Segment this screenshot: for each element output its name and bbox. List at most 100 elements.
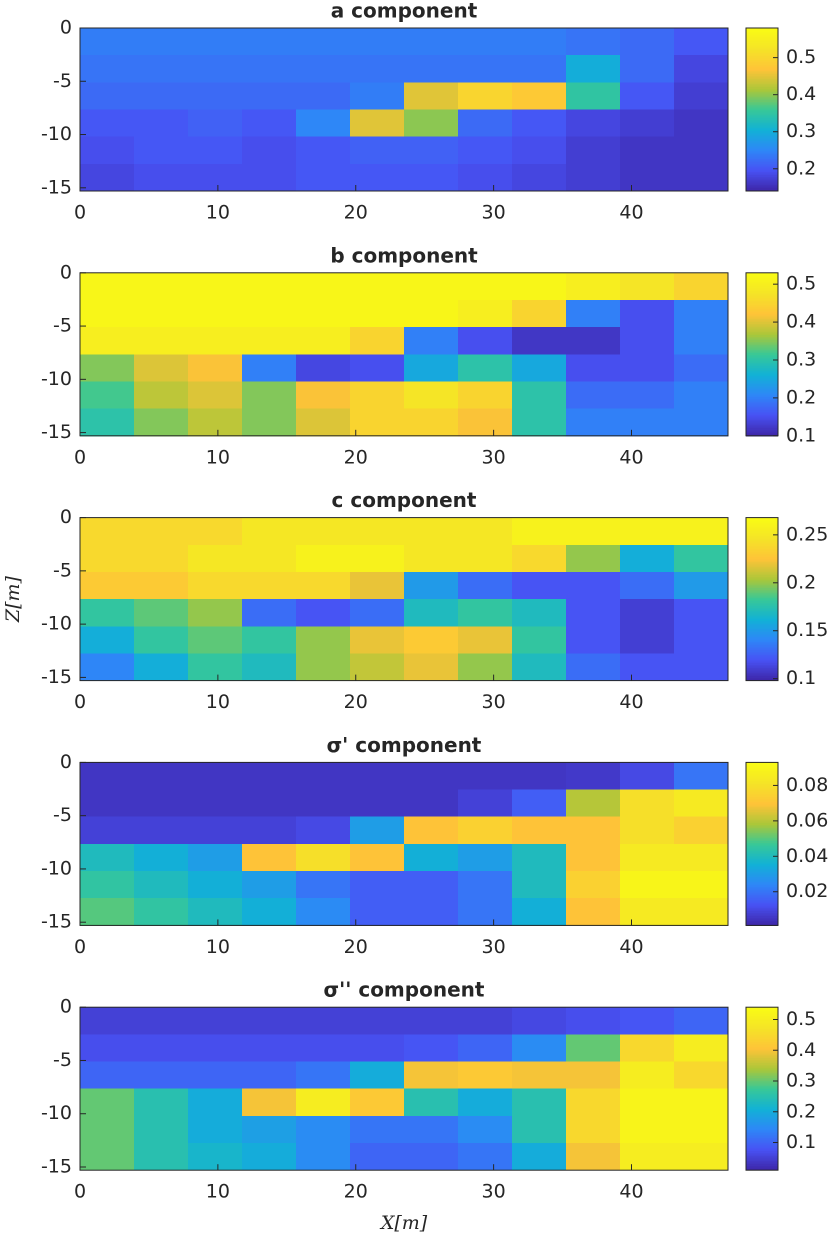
colorbar-step: [746, 32, 778, 36]
heat-cell: [566, 1115, 621, 1144]
colorbar-step: [746, 98, 778, 101]
colorbar-step: [746, 553, 778, 556]
heat-cell: [134, 299, 189, 328]
heat-cell: [458, 843, 513, 872]
colorbar-step: [746, 409, 778, 412]
colorbar-step: [746, 1157, 778, 1160]
heat-cell: [188, 1088, 243, 1117]
y-tick-label: 0: [60, 17, 72, 39]
colorbar-step: [746, 618, 778, 621]
x-tick-label: 0: [74, 202, 86, 224]
colorbar-step: [746, 386, 778, 390]
heat-cell: [296, 136, 351, 165]
colorbar-step: [746, 352, 778, 355]
colorbar-step: [746, 1106, 778, 1109]
colorbar-step: [746, 861, 778, 864]
heat-cell: [404, 789, 459, 818]
colorbar-step: [746, 94, 778, 97]
colorbar-step: [746, 173, 778, 176]
colorbar-step: [746, 416, 778, 419]
heat-cell: [296, 299, 351, 328]
heat-cell: [566, 354, 621, 382]
heat-cell: [188, 517, 243, 546]
heat-cell: [296, 1007, 351, 1035]
colorbar-step: [746, 542, 778, 545]
colorbar-step: [746, 586, 778, 589]
heat-cell: [296, 272, 351, 301]
colorbar-step: [746, 347, 778, 350]
heat-cell: [350, 571, 405, 600]
colorbar-step: [746, 360, 778, 363]
heat-cell: [134, 789, 189, 818]
colorbar-step: [746, 153, 778, 156]
colorbar-step: [746, 641, 778, 644]
colorbar-step: [746, 783, 778, 786]
y-tick-label: -15: [41, 666, 72, 688]
colorbar-step: [746, 65, 778, 68]
colorbar-step: [746, 1158, 778, 1161]
colorbar-step: [746, 811, 778, 814]
colorbar-step: [746, 803, 778, 806]
colorbar-step: [746, 1026, 778, 1029]
heat-cell: [512, 327, 567, 355]
heat-cell: [350, 1143, 405, 1171]
heat-cell: [620, 898, 675, 926]
colorbar-step: [746, 825, 778, 829]
colorbar-step: [746, 639, 778, 642]
colorbar-step: [746, 548, 778, 551]
colorbar-step: [746, 52, 778, 55]
heat-cell: [674, 272, 729, 301]
heat-cell: [674, 843, 729, 872]
heat-cell: [566, 1061, 621, 1090]
heat-cell: [350, 626, 405, 654]
colorbar-tick-label: 0.25: [786, 523, 828, 545]
colorbar-step: [746, 643, 778, 646]
heat-cell: [80, 789, 135, 818]
heat-cell: [350, 136, 405, 165]
colorbar-step: [746, 171, 778, 174]
colorbar-step: [746, 1109, 778, 1113]
colorbar-step: [746, 146, 778, 150]
colorbar-step: [746, 174, 778, 177]
colorbar-step: [746, 124, 778, 127]
colorbar-step: [746, 313, 778, 316]
heat-cell: [674, 82, 729, 110]
colorbar-step: [746, 843, 778, 847]
colorbar-step: [746, 574, 778, 577]
colorbar-step: [746, 891, 778, 894]
colorbar-step: [746, 96, 778, 99]
heat-cell: [242, 789, 297, 818]
heat-cell: [134, 898, 189, 926]
heat-cell: [350, 82, 405, 110]
heat-cell: [512, 381, 567, 410]
colorbar-step: [746, 558, 778, 561]
colorbar-step: [746, 401, 778, 404]
colorbar-step: [746, 648, 778, 651]
colorbar-step: [746, 795, 778, 798]
heat-cell: [350, 599, 405, 627]
colorbar-step: [746, 187, 778, 190]
heat-cell: [512, 843, 567, 872]
colorbar-step: [746, 785, 778, 788]
colorbar-tick-label: 0.5: [786, 1008, 816, 1030]
heat-cell: [404, 272, 459, 301]
colorbar-step: [746, 150, 778, 153]
heat-cell: [404, 28, 459, 56]
x-tick-label: 10: [206, 691, 230, 713]
colorbar-step: [746, 189, 778, 192]
colorbar-step: [746, 597, 778, 600]
colorbar-step: [746, 427, 778, 430]
heat-cell: [242, 1034, 297, 1063]
colorbar-step: [746, 1150, 778, 1153]
colorbar-step: [746, 672, 778, 675]
heat-cell: [566, 272, 621, 301]
heat-cell: [242, 898, 297, 926]
heat-cell: [458, 136, 513, 165]
heat-cell: [620, 626, 675, 654]
heat-cell: [296, 599, 351, 627]
heat-cell: [512, 82, 567, 110]
heat-cell: [674, 408, 729, 437]
heat-cell: [512, 653, 567, 682]
heat-cell: [188, 381, 243, 410]
colorbar-step: [746, 913, 778, 917]
